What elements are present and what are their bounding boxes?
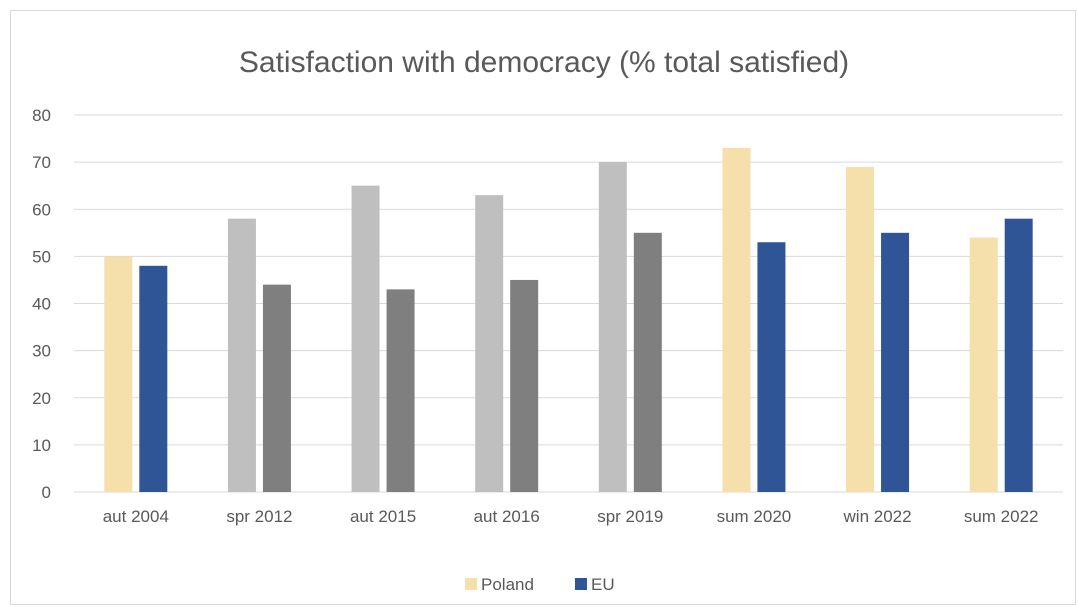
- x-tick-label: sum 2022: [964, 507, 1039, 526]
- bar-eu-aut-2016: [510, 279, 539, 492]
- gridlines: [74, 114, 1063, 493]
- bar-eu-sum-2020: [757, 242, 786, 492]
- y-tick-label: 60: [32, 200, 51, 219]
- bar-poland-sum-2022: [969, 237, 998, 492]
- y-tick-label: 20: [32, 389, 51, 408]
- legend-swatch-eu: [575, 578, 587, 590]
- x-tick-label: aut 2004: [103, 507, 169, 526]
- x-tick-label: aut 2016: [474, 507, 540, 526]
- bar-eu-spr-2019: [633, 232, 662, 492]
- bar-eu-aut-2004: [139, 265, 168, 492]
- y-tick-label: 10: [32, 436, 51, 455]
- bar-chart: Satisfaction with democracy (% total sat…: [32, 46, 1063, 594]
- bar-eu-sum-2022: [1004, 218, 1033, 493]
- x-tick-label: spr 2019: [597, 507, 663, 526]
- y-tick-label: 0: [42, 483, 51, 502]
- bar-poland-spr-2012: [227, 218, 256, 493]
- y-tick-label: 50: [32, 247, 51, 266]
- bar-poland-aut-2015: [351, 185, 380, 492]
- bar-eu-spr-2012: [262, 284, 291, 492]
- bar-poland-sum-2020: [722, 147, 751, 493]
- x-tick-label: sum 2020: [717, 507, 792, 526]
- x-tick-label: spr 2012: [226, 507, 292, 526]
- bar-poland-spr-2019: [598, 162, 627, 492]
- y-tick-label: 70: [32, 153, 51, 172]
- y-axis-ticks: 0 10 20 30 40 50 60 70 80: [32, 106, 51, 502]
- chart-title: Satisfaction with democracy (% total sat…: [239, 46, 849, 79]
- bar-eu-aut-2015: [386, 289, 415, 492]
- bar-poland-aut-2004: [104, 256, 133, 492]
- bar-eu-win-2022: [881, 232, 910, 492]
- y-tick-label: 80: [32, 106, 51, 125]
- bar-poland-aut-2016: [475, 195, 504, 493]
- legend-label-poland: Poland: [481, 575, 534, 594]
- bars: [104, 147, 1033, 493]
- legend-label-eu: EU: [591, 575, 615, 594]
- legend: Poland EU: [465, 575, 615, 594]
- x-axis-ticks: aut 2004 spr 2012 aut 2015 aut 2016 spr 2019…: [103, 507, 1039, 526]
- chart-frame: Satisfaction with democracy (% total sat…: [10, 10, 1076, 605]
- legend-swatch-poland: [465, 578, 477, 590]
- x-tick-label: aut 2015: [350, 507, 416, 526]
- x-tick-label: win 2022: [843, 507, 912, 526]
- y-tick-label: 40: [32, 295, 51, 314]
- bar-poland-win-2022: [846, 166, 875, 492]
- y-tick-label: 30: [32, 342, 51, 361]
